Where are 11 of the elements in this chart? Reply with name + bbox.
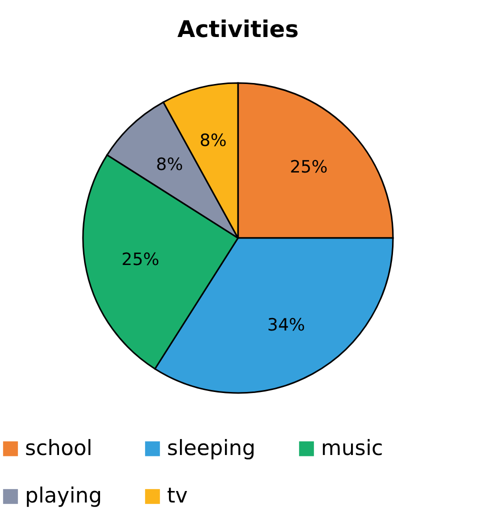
data-label: 8% [200,131,227,152]
chart-title: Activities [177,17,299,43]
legend-label: music [321,436,384,460]
data-label: 8% [156,155,184,176]
data-label: 34% [267,316,306,336]
legend-label: sleeping [167,436,256,460]
legend-label: school [25,436,92,460]
legend-label: playing [25,484,102,508]
legend-label: tv [167,484,188,508]
data-label: 25% [122,250,160,270]
data-label: 25% [290,157,328,178]
